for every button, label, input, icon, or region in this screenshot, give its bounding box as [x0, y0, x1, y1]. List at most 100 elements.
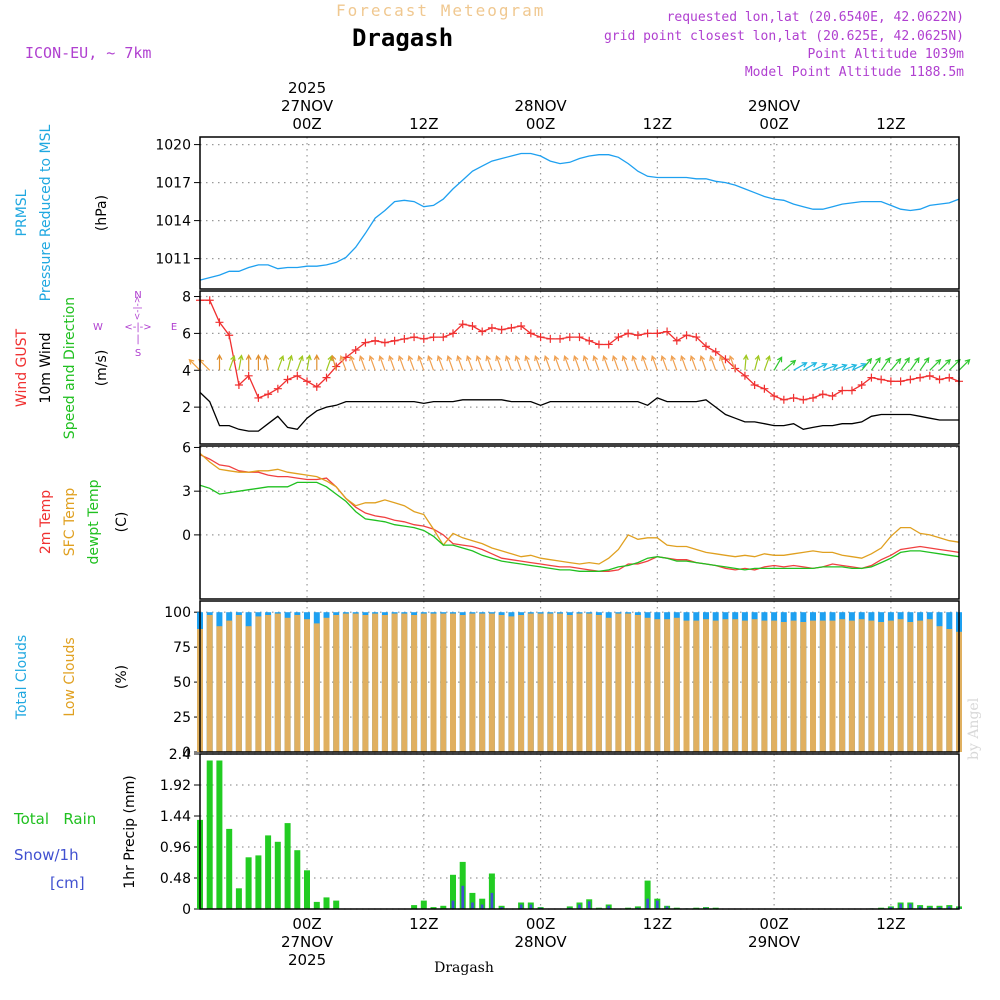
top-time-label: 00Z [292, 115, 321, 133]
bar-low-clouds [897, 619, 904, 752]
gust-marker [857, 381, 866, 390]
bar-snow-1h [451, 900, 455, 909]
panel-label: Pressure Reduced to MSL [38, 124, 54, 301]
gust-marker [244, 371, 253, 380]
gust-marker [935, 375, 944, 384]
bar-snow-1h [587, 901, 591, 910]
gust-marker [770, 392, 779, 401]
compass-bar: | [136, 334, 139, 345]
series-line-wind-gust [200, 299, 960, 401]
wind-direction-arrow [495, 355, 503, 371]
wind-direction-arrow [851, 363, 867, 371]
chart-title: Forecast Meteogram [336, 1, 546, 20]
bar-total-rain [323, 897, 330, 909]
gust-marker [380, 338, 389, 347]
wind-direction-arrow [709, 355, 717, 371]
compass-west-label: W [93, 322, 103, 333]
wind-direction-arrow [485, 355, 493, 371]
y-tick-label: 75 [173, 640, 191, 656]
compass-north-label: N [134, 290, 141, 301]
y-tick-label: 100 [164, 605, 191, 621]
wind-direction-arrow [890, 357, 902, 371]
bar-snow-1h [909, 903, 912, 909]
bar-low-clouds [255, 616, 262, 752]
panel-pressure: 1011 1014 1017 1020 PRMSL Pressure Reduced to… [14, 124, 960, 301]
bar-low-clouds [323, 617, 330, 752]
gust-marker [517, 322, 526, 331]
y-tick-label: 0 [182, 902, 191, 918]
wind-direction-arrow [277, 355, 285, 371]
wind-direction-arrow [621, 355, 629, 371]
wind-direction-arrow [563, 355, 571, 371]
panel-label: Wind GUST [14, 328, 30, 407]
station-name: Dragash [352, 24, 454, 52]
gust-marker [449, 329, 457, 338]
wind-direction-arrow [719, 355, 727, 371]
bar-total-rain [488, 873, 495, 909]
bar-total-rain [459, 861, 466, 909]
panel-label: 2m Temp [38, 490, 54, 554]
point-altitude: Point Altitude 1039m [807, 47, 964, 62]
bar-total-rain [411, 905, 418, 909]
bar-low-clouds [352, 613, 359, 752]
gust-marker [283, 375, 292, 384]
bar-snow-1h [529, 904, 533, 909]
wind-direction-arrow [812, 363, 828, 371]
gust-marker [809, 393, 818, 402]
bar-low-clouds [206, 615, 213, 752]
wind-direction-arrow [417, 355, 425, 371]
top-time-label: 12Z [876, 115, 905, 133]
y-tick-label: 6 [182, 440, 191, 456]
gust-marker [468, 322, 477, 331]
gust-marker [799, 395, 808, 404]
bar-low-clouds [508, 616, 515, 752]
y-tick-label: 0 [182, 745, 191, 761]
bar-low-clouds [654, 619, 661, 752]
wind-direction-arrow [255, 354, 262, 371]
bar-low-clouds [566, 615, 573, 752]
gust-marker [828, 392, 837, 401]
panel-frame [199, 600, 960, 753]
bar-low-clouds [313, 623, 320, 752]
bar-total-rain [245, 857, 252, 909]
legend-total-rain: Total Rain [13, 810, 96, 828]
bar-low-clouds [634, 615, 641, 752]
wind-direction-arrow [446, 355, 454, 371]
gust-marker [682, 331, 691, 340]
y-tick-label: 2.4 [169, 747, 191, 763]
wind-direction-arrow [631, 355, 639, 371]
wind-direction-arrow [358, 355, 366, 371]
gust-marker [351, 345, 360, 354]
bar-low-clouds [498, 615, 505, 752]
bar-low-clouds [274, 613, 281, 752]
wind-direction-arrow [841, 363, 858, 371]
panel-label: Speed and Direction [62, 297, 78, 439]
y-tick-label: 1014 [155, 214, 191, 230]
wind-direction-arrow [900, 356, 910, 371]
legend-snow: Snow/1h [14, 846, 79, 864]
wind-direction-arrow [296, 355, 304, 371]
bottom-time-label: 29NOV [748, 933, 801, 951]
bar-low-clouds [829, 620, 836, 752]
bar-low-clouds [703, 619, 709, 752]
bar-low-clouds [420, 613, 427, 752]
bar-snow-1h [471, 902, 474, 909]
bar-low-clouds [401, 613, 408, 752]
bar-total-rain [333, 900, 340, 909]
gust-marker [341, 353, 350, 362]
bar-snow-1h [938, 907, 941, 909]
bar-total-rain [440, 905, 447, 909]
bar-total-rain [430, 907, 437, 909]
wind-direction-arrow [832, 363, 848, 371]
gust-marker [760, 384, 769, 393]
wind-direction-arrow [783, 359, 797, 371]
series-line-sfc-temp [199, 452, 960, 565]
bottom-time-label: 28NOV [515, 933, 568, 951]
y-tick-label: 1020 [155, 138, 191, 154]
gust-marker [264, 390, 273, 399]
panel-label: (C) [114, 512, 130, 533]
gust-marker [575, 333, 584, 342]
gust-marker [925, 371, 934, 380]
bar-total-rain [255, 855, 262, 909]
bar-low-clouds [430, 613, 437, 752]
